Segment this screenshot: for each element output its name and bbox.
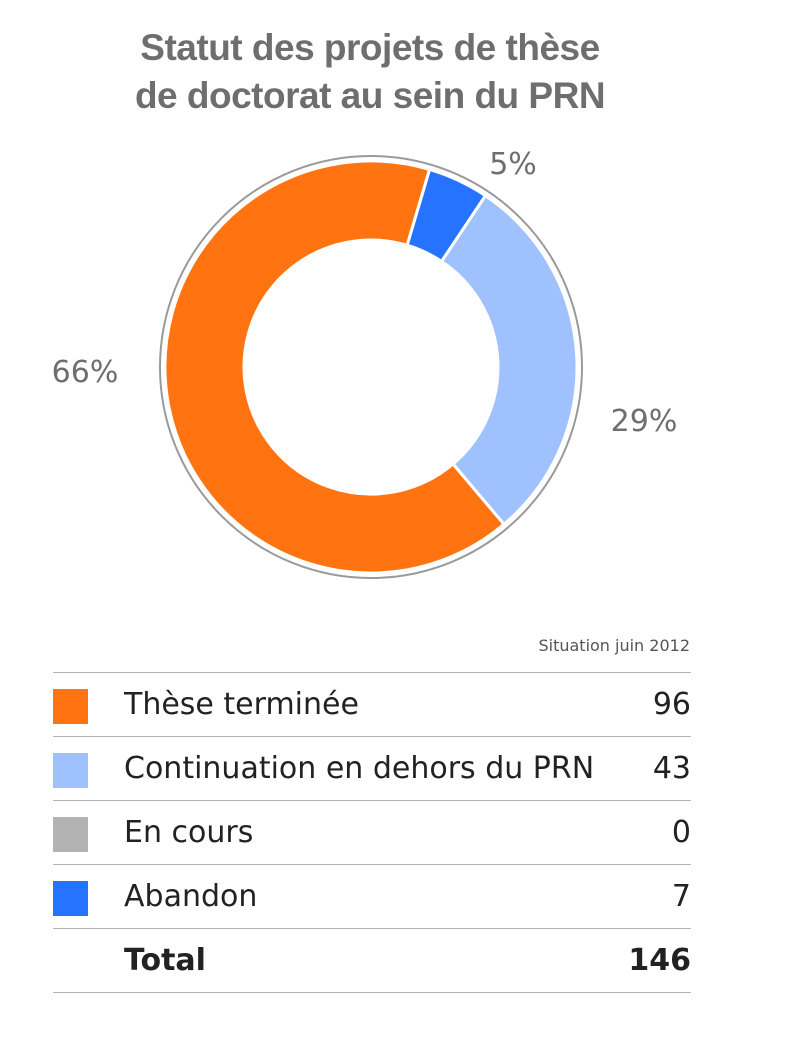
slice-these-terminee — [163, 159, 507, 575]
legend-row-these-terminee: Thèse terminée 96 — [53, 672, 691, 736]
legend-swatch-abandon — [53, 881, 88, 916]
legend-label-abandon: Abandon — [124, 879, 258, 914]
legend-row-abandon: Abandon 7 — [53, 864, 691, 928]
donut-outer-ring — [159, 155, 583, 579]
chart-title-line-1: Statut des projets de thèse — [140, 27, 600, 68]
legend-label-en-cours: En cours — [124, 815, 254, 850]
chart-title: Statut des projets de thèse de doctorat … — [0, 24, 740, 120]
legend-value-total: 146 — [628, 943, 691, 978]
legend-swatch-en-cours — [53, 817, 88, 852]
chart-title-line-2: de doctorat au sein du PRN — [134, 75, 606, 116]
legend-row-total: Total 146 — [53, 928, 691, 993]
legend-row-continuation: Continuation en dehors du PRN 43 — [53, 736, 691, 800]
legend-swatch-continuation — [53, 753, 88, 788]
legend-label-total: Total — [124, 943, 206, 978]
legend-swatch-these-terminee — [53, 689, 88, 724]
slice-label-continuation: 29% — [611, 404, 678, 439]
legend-value-abandon: 7 — [671, 879, 691, 914]
slice-continuation — [439, 193, 579, 527]
donut-chart: 66% 29% 5% — [52, 147, 678, 579]
legend-value-continuation: 43 — [652, 751, 691, 786]
situation-note: Situation juin 2012 — [538, 636, 690, 655]
legend-row-en-cours: En cours 0 — [53, 800, 691, 864]
legend-label-these-terminee: Thèse terminée — [124, 687, 359, 722]
slice-label-abandon: 5% — [489, 147, 537, 182]
slice-label-these-terminee: 66% — [52, 355, 119, 390]
legend-value-en-cours: 0 — [671, 815, 691, 850]
legend-value-these-terminee: 96 — [652, 687, 691, 722]
legend-table: Thèse terminée 96 Continuation en dehors… — [53, 672, 691, 993]
legend-label-continuation: Continuation en dehors du PRN — [124, 751, 595, 786]
